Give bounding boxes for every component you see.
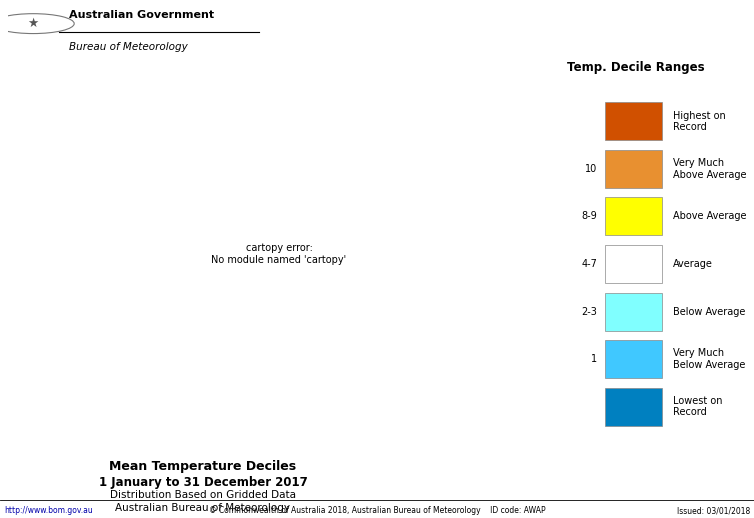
Text: Very Much
Above Average: Very Much Above Average	[673, 158, 746, 180]
Bar	[605, 103, 662, 140]
Text: 1: 1	[591, 354, 598, 364]
Text: © Commonwealth of Australia 2018, Australian Bureau of Meteorology    ID code: A: © Commonwealth of Australia 2018, Austra…	[209, 506, 545, 515]
Text: 4-7: 4-7	[581, 259, 598, 269]
Text: Temp. Decile Ranges: Temp. Decile Ranges	[567, 61, 705, 74]
Bar	[605, 387, 662, 426]
Text: Very Much
Below Average: Very Much Below Average	[673, 348, 745, 370]
Text: 10: 10	[585, 164, 598, 174]
Text: Highest on
Record: Highest on Record	[673, 110, 725, 132]
Text: Below Average: Below Average	[673, 307, 745, 316]
Text: Average: Average	[673, 259, 713, 269]
Bar	[605, 340, 662, 378]
Text: Issued: 03/01/2018: Issued: 03/01/2018	[677, 506, 750, 515]
Text: Above Average: Above Average	[673, 211, 746, 222]
Text: Bureau of Meteorology: Bureau of Meteorology	[69, 42, 188, 52]
Text: Australian Bureau of Meteorology: Australian Bureau of Meteorology	[115, 502, 290, 513]
Bar	[605, 293, 662, 330]
Text: 1 January to 31 December 2017: 1 January to 31 December 2017	[99, 476, 308, 489]
Text: 8-9: 8-9	[582, 211, 598, 222]
Text: 2-3: 2-3	[581, 307, 598, 316]
Text: Mean Temperature Deciles: Mean Temperature Deciles	[109, 460, 296, 473]
Text: Distribution Based on Gridded Data: Distribution Based on Gridded Data	[110, 490, 296, 500]
Text: cartopy error:
No module named 'cartopy': cartopy error: No module named 'cartopy'	[211, 243, 347, 265]
Text: ★: ★	[28, 17, 38, 30]
Text: Lowest on
Record: Lowest on Record	[673, 396, 722, 418]
Bar	[605, 197, 662, 236]
Text: http://www.bom.gov.au: http://www.bom.gov.au	[4, 506, 93, 515]
Bar	[605, 245, 662, 283]
Text: Australian Government: Australian Government	[69, 10, 214, 20]
Bar	[605, 150, 662, 188]
